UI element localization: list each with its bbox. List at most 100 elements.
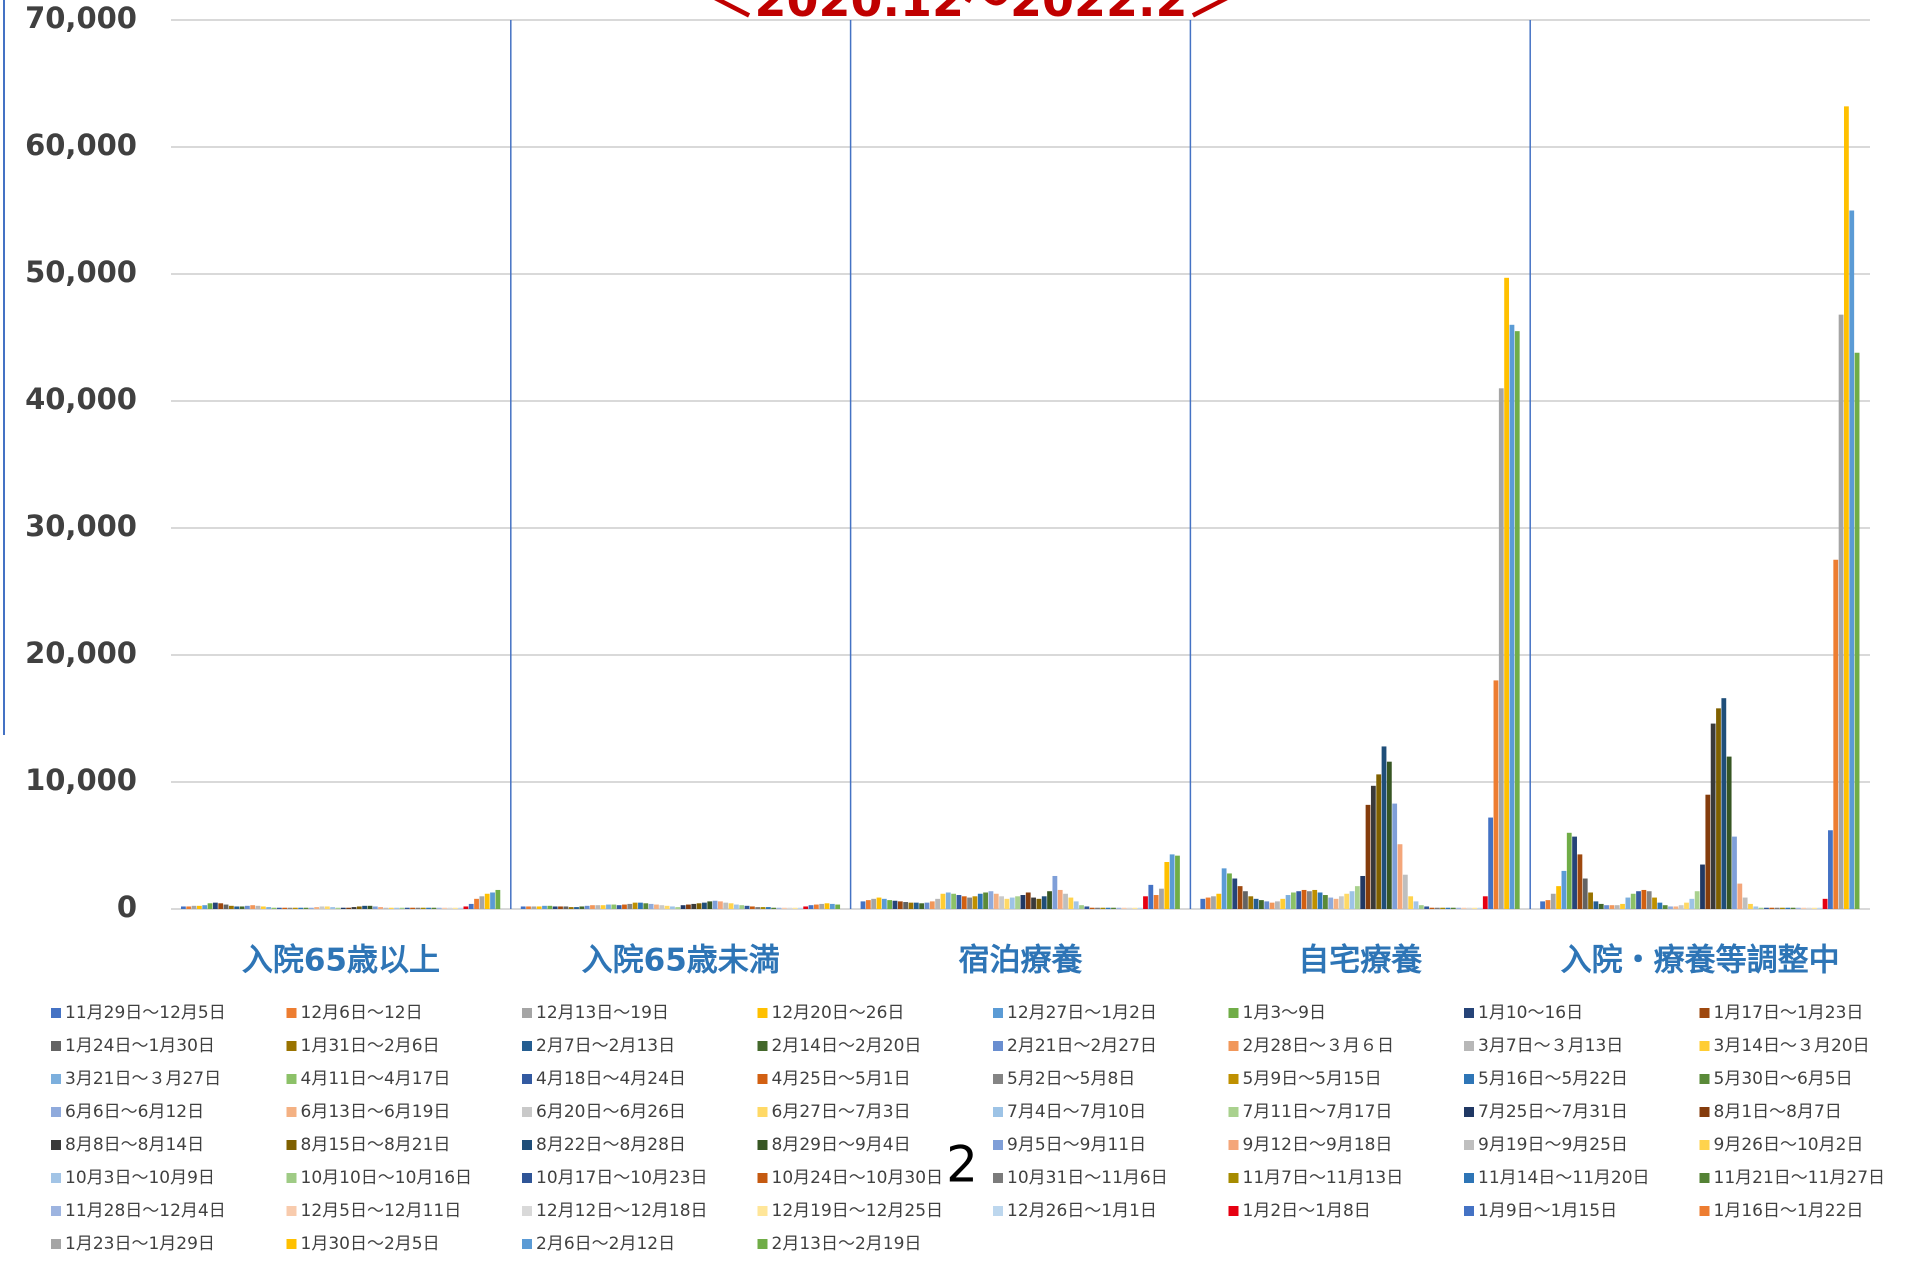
bar <box>1296 891 1302 909</box>
legend-swatch <box>1228 1074 1239 1084</box>
bar <box>803 906 809 909</box>
bar <box>1620 903 1625 909</box>
legend-swatch <box>1699 1074 1710 1084</box>
bar <box>1365 804 1371 909</box>
bar <box>940 893 946 909</box>
bar <box>648 903 654 909</box>
legend-label: 8月22日～8月28日 <box>536 1135 686 1155</box>
bar <box>707 901 713 909</box>
legend-label: 1月2日～1月8日 <box>1243 1201 1371 1221</box>
legend-swatch <box>1699 1206 1710 1216</box>
bar <box>739 905 745 909</box>
bar <box>1418 905 1424 909</box>
bar <box>1216 893 1222 909</box>
legend-label: 4月25日～5月1日 <box>772 1069 911 1089</box>
y-tick-label: 20,000 <box>25 636 137 670</box>
bar <box>1817 907 1823 909</box>
legend-label: 7月11日～7月17日 <box>1243 1102 1393 1122</box>
bar <box>1822 898 1828 909</box>
bar <box>1609 905 1615 909</box>
bar <box>531 906 537 909</box>
bar <box>1545 900 1551 909</box>
bar <box>781 907 787 909</box>
bar <box>1737 883 1743 909</box>
bar <box>202 905 208 909</box>
bar <box>1227 873 1232 909</box>
bar <box>819 903 825 909</box>
legend-swatch <box>286 1074 297 1084</box>
legend-label: 8月15日～8月21日 <box>301 1135 451 1155</box>
legend-label: 12月27日～1月2日 <box>1007 1003 1157 1023</box>
bar <box>1716 708 1721 909</box>
legend-label: 12月5日～12月11日 <box>301 1201 462 1221</box>
bar <box>749 906 755 909</box>
bar <box>1482 896 1488 909</box>
bar <box>1540 901 1545 909</box>
legend-label: 12月6日～12日 <box>301 1003 423 1023</box>
bar <box>1269 902 1275 909</box>
bar <box>1780 907 1785 909</box>
bar <box>1657 902 1663 909</box>
bar <box>1116 907 1122 909</box>
bar <box>1084 906 1090 909</box>
legend-swatch <box>757 1140 768 1150</box>
bar <box>860 901 866 909</box>
legend-label: 3月14日～３月20日 <box>1714 1036 1870 1056</box>
bar <box>526 906 531 909</box>
bar <box>1593 901 1599 909</box>
bar <box>813 904 819 909</box>
y-tick-label: 10,000 <box>25 763 137 797</box>
bar <box>1598 903 1604 909</box>
legend-swatch <box>993 1041 1003 1051</box>
bar <box>1514 331 1520 909</box>
bar <box>266 907 272 909</box>
bar <box>1550 893 1556 909</box>
bar <box>1753 906 1759 909</box>
legend-label: 9月19日～9月25日 <box>1478 1135 1628 1155</box>
bar <box>458 907 463 909</box>
bar <box>1392 803 1398 909</box>
legend-swatch <box>757 1107 768 1117</box>
bar <box>1328 897 1334 909</box>
bar <box>1253 898 1259 909</box>
bar <box>606 904 611 909</box>
bar <box>1604 905 1609 909</box>
legend-swatch <box>1228 1140 1239 1150</box>
bar <box>191 905 197 909</box>
legend-swatch <box>1464 1074 1474 1084</box>
bar <box>346 907 352 909</box>
legend-label: 11月28日～12月4日 <box>65 1201 226 1221</box>
bar <box>1566 832 1572 909</box>
legend-swatch <box>522 1206 532 1216</box>
legend-label: 12月19日～12月25日 <box>772 1201 944 1221</box>
legend-label: 10月10日～10月16日 <box>301 1168 473 1188</box>
legend-label: 6月20日～6月26日 <box>536 1102 686 1122</box>
legend-label: 10月31日～11月6日 <box>1007 1168 1168 1188</box>
bar <box>1726 756 1732 909</box>
legend-label: 2月13日～2月19日 <box>772 1234 922 1254</box>
bar <box>1285 895 1291 909</box>
bar <box>388 907 394 909</box>
bar <box>426 907 431 909</box>
bar <box>887 900 893 909</box>
bar <box>1572 836 1577 909</box>
legend-label: 1月10～16日 <box>1478 1003 1583 1023</box>
bar <box>1041 896 1047 909</box>
legend-label: 1月31日～2月6日 <box>301 1036 440 1056</box>
x-tick-label: 入院65歳未満 <box>582 943 780 979</box>
bar <box>627 903 633 909</box>
bar <box>1509 324 1515 909</box>
bar <box>239 906 245 909</box>
legend-swatch <box>757 1173 768 1183</box>
bar <box>1089 907 1095 909</box>
bar <box>1641 889 1647 909</box>
legend-label: 1月16日～1月22日 <box>1714 1201 1864 1221</box>
bar <box>340 907 346 909</box>
bar <box>638 902 643 909</box>
legend-label: 7月4日～7月10日 <box>1007 1102 1146 1122</box>
legend-label: 2月28日～３月６日 <box>1243 1036 1394 1056</box>
bar <box>1732 836 1737 909</box>
legend-label: 9月26日～10月2日 <box>1714 1135 1864 1155</box>
legend-label: 1月9日～1月15日 <box>1478 1201 1617 1221</box>
legend-label: 4月11日～4月17日 <box>301 1069 451 1089</box>
